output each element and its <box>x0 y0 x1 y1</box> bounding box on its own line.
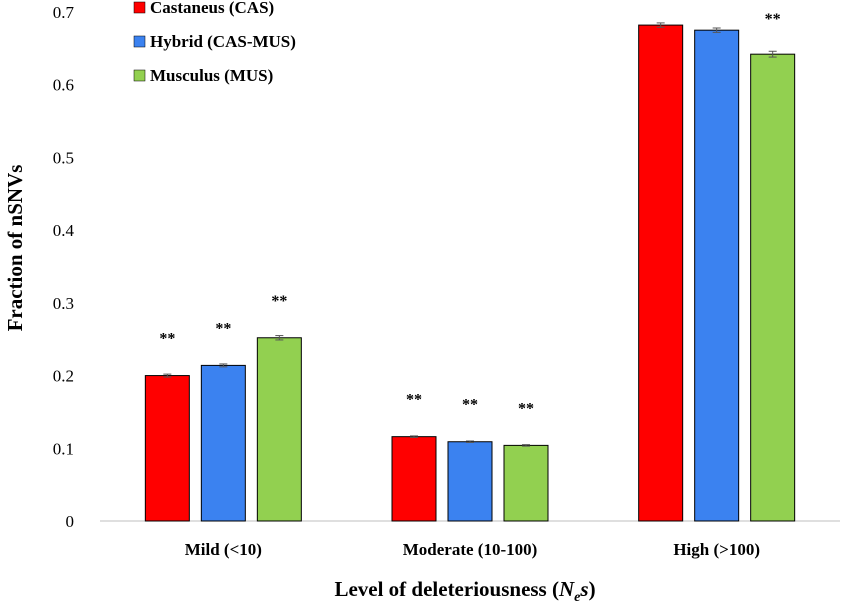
y-axis: 0 0.1 0.2 0.3 0.4 0.5 0.6 0.7 <box>53 3 75 531</box>
y-tick-label: 0.2 <box>53 367 74 386</box>
x-tick-label: Moderate (10-100) <box>403 540 538 559</box>
y-tick-label: 0.1 <box>53 439 74 458</box>
x-tick-label: High (>100) <box>673 540 760 559</box>
y-tick-label: 0.3 <box>53 294 74 313</box>
legend: Castaneus (CAS) Hybrid (CAS-MUS) Musculus … <box>133 0 296 85</box>
legend-label: Castaneus (CAS) <box>150 0 274 17</box>
significance-marker: ** <box>215 320 231 337</box>
significance-marker: ** <box>159 331 175 348</box>
legend-swatch <box>133 35 146 48</box>
legend-label: Musculus (MUS) <box>150 66 273 85</box>
bar <box>638 24 684 522</box>
significance-marker: ** <box>765 11 781 28</box>
x-axis-title-var2: s <box>579 577 588 601</box>
x-axis: Mild (<10) Moderate (10-100) High (>100) <box>100 520 840 559</box>
y-tick-label: 0.5 <box>53 148 74 167</box>
bar <box>447 441 493 522</box>
significance-marker: ** <box>271 293 287 310</box>
bar <box>144 375 190 522</box>
x-axis-title-sub: e <box>574 590 580 605</box>
significance-marker: ** <box>518 400 534 417</box>
y-tick-label: 0.4 <box>53 221 75 240</box>
significance-labels: ** ** ** ** ** ** ** <box>159 11 780 417</box>
legend-swatch <box>133 69 146 82</box>
x-axis-title: Level of deleteriousness (Nes) <box>334 577 595 605</box>
x-tick-label: Mild (<10) <box>185 540 262 559</box>
bar <box>750 53 796 522</box>
legend-label: Hybrid (CAS-MUS) <box>150 32 296 51</box>
x-axis-title-var: N <box>558 577 575 601</box>
y-tick-label: 0.6 <box>53 76 74 95</box>
x-axis-title-suffix: ) <box>589 577 596 601</box>
bars-group <box>144 22 796 522</box>
y-axis-title: Fraction of nSNVs <box>3 165 27 332</box>
significance-marker: ** <box>406 392 422 409</box>
legend-swatch <box>133 1 146 14</box>
bar <box>256 337 302 522</box>
bar <box>694 29 740 522</box>
y-tick-label: 0 <box>66 512 75 531</box>
bar <box>503 444 549 522</box>
bar <box>200 364 246 522</box>
x-axis-title-prefix: Level of deleteriousness ( <box>334 577 559 601</box>
bar <box>391 436 437 522</box>
y-tick-label: 0.7 <box>53 3 75 22</box>
significance-marker: ** <box>462 397 478 414</box>
